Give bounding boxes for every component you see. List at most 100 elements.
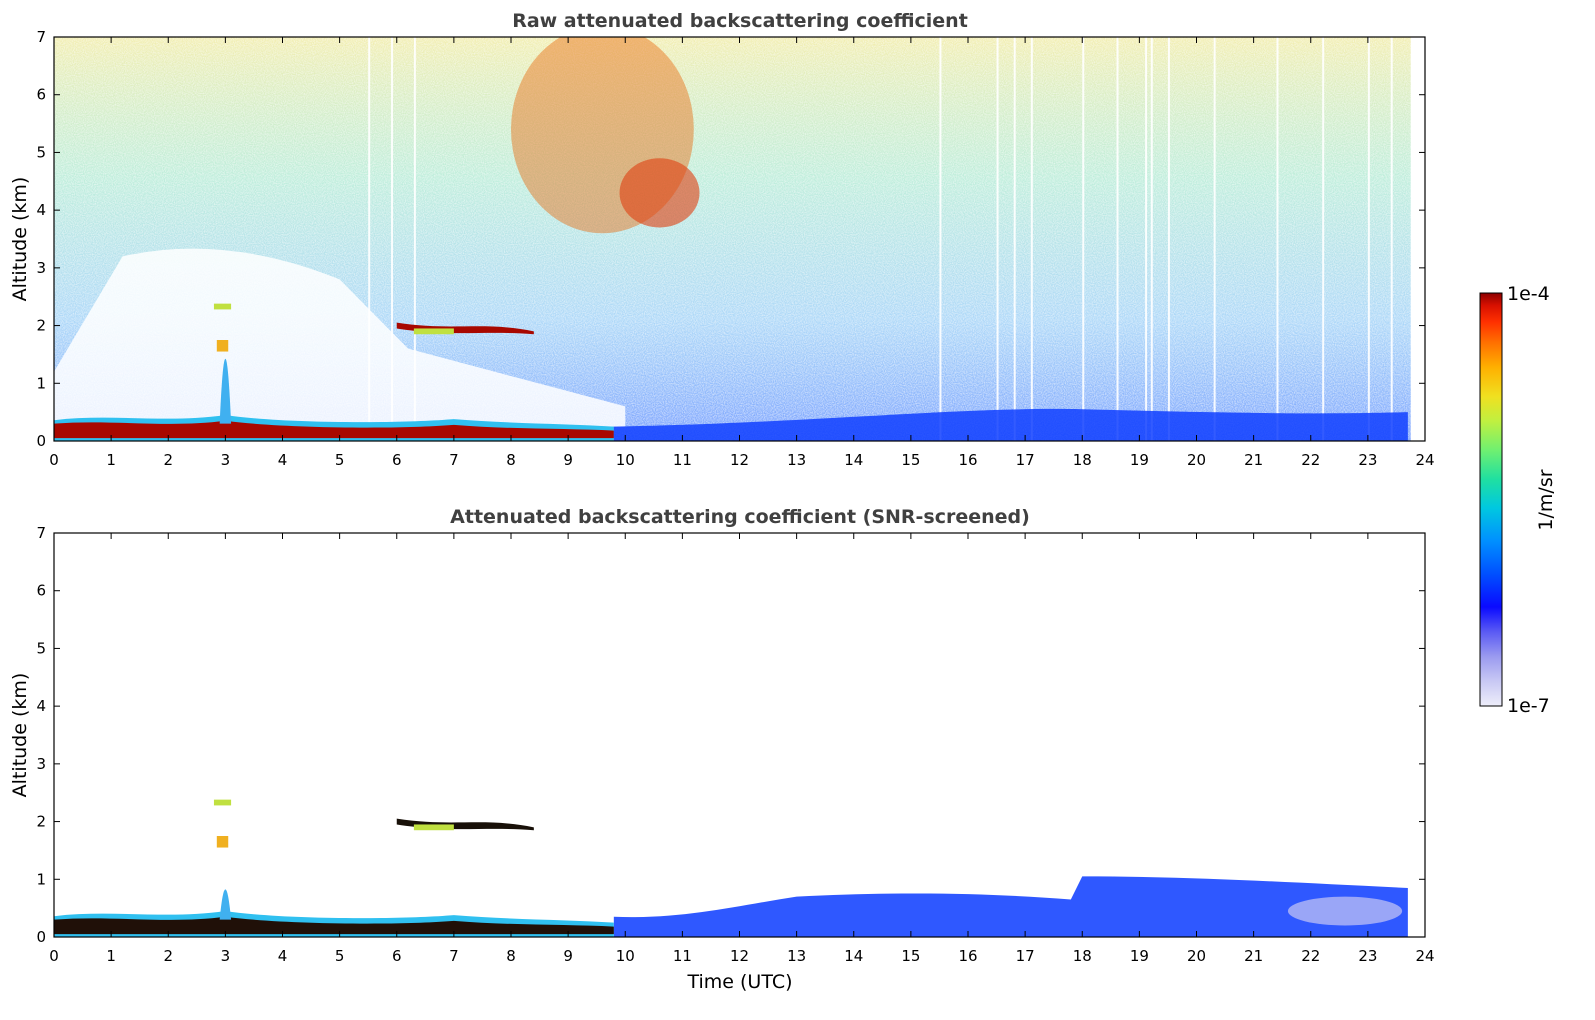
- x-tick-label: 5: [335, 947, 345, 965]
- y-tick-label: 3: [36, 259, 46, 277]
- x-tick-label: 3: [221, 947, 231, 965]
- x-tick-label: 8: [506, 947, 516, 965]
- x-tick-label: 1: [106, 451, 116, 469]
- smoke-plume: [219, 889, 232, 920]
- faint-region: [1287, 896, 1403, 926]
- data-gap: [1030, 37, 1033, 441]
- data-gap: [1116, 37, 1119, 441]
- x-tick-label: 10: [616, 451, 635, 469]
- x-tick-label: 23: [1358, 451, 1377, 469]
- x-tick-label: 0: [49, 947, 59, 965]
- cloud-edge: [413, 328, 454, 335]
- data-gap: [1150, 37, 1153, 441]
- bottom-axes-frame: [53, 532, 1426, 938]
- x-tick-label: 12: [730, 451, 749, 469]
- y-tick-label: 5: [36, 143, 46, 161]
- data-gap: [1013, 37, 1016, 441]
- plume-cap: [213, 303, 232, 310]
- data-gap: [1167, 37, 1170, 441]
- x-tick-label: 22: [1301, 947, 1320, 965]
- x-tick-label: 10: [616, 947, 635, 965]
- y-tick-label: 4: [36, 201, 46, 219]
- colorbar-gradient: [1479, 292, 1503, 707]
- data-gap: [1213, 37, 1216, 441]
- smoke-plume: [219, 358, 232, 424]
- x-tick-label: 20: [1187, 947, 1206, 965]
- x-tick-label: 15: [901, 451, 920, 469]
- x-tick-label: 17: [1016, 947, 1035, 965]
- x-tick-label: 4: [278, 451, 288, 469]
- data-gap: [368, 37, 371, 441]
- y-tick-label: 4: [36, 697, 46, 715]
- y-tick-label: 7: [36, 524, 46, 542]
- y-tick-label: 2: [36, 813, 46, 831]
- x-tick-label: 3: [221, 451, 231, 469]
- bottom-chart-title: Attenuated backscattering coefficient (S…: [450, 506, 1030, 528]
- x-tick-label: 21: [1244, 451, 1263, 469]
- x-tick-label: 19: [1130, 451, 1149, 469]
- bottom-y-axis-label: Altitude (km): [9, 673, 31, 798]
- x-axis-label: Time (UTC): [686, 971, 792, 993]
- x-tick-label: 5: [335, 451, 345, 469]
- data-gap: [1145, 37, 1148, 441]
- x-tick-label: 12: [730, 947, 749, 965]
- x-tick-label: 9: [563, 451, 573, 469]
- x-tick-label: 0: [49, 451, 59, 469]
- plume-core: [216, 836, 229, 848]
- top-y-axis-label: Altitude (km): [9, 177, 31, 302]
- y-tick-label: 5: [36, 639, 46, 657]
- y-tick-label: 0: [36, 928, 46, 946]
- x-tick-label: 13: [787, 451, 806, 469]
- x-tick-label: 8: [506, 451, 516, 469]
- x-tick-label: 21: [1244, 947, 1263, 965]
- y-tick-label: 2: [36, 317, 46, 335]
- x-tick-label: 6: [392, 451, 402, 469]
- colorbar-min-label: 1e-7: [1507, 695, 1550, 717]
- x-tick-label: 7: [449, 947, 459, 965]
- x-tick-label: 14: [844, 947, 863, 965]
- data-gap: [413, 37, 416, 441]
- x-tick-label: 1: [106, 947, 116, 965]
- y-tick-label: 0: [36, 432, 46, 450]
- y-tick-label: 6: [36, 86, 46, 104]
- x-tick-label: 16: [958, 947, 977, 965]
- x-tick-label: 7: [449, 451, 459, 469]
- aerosol-core: [619, 158, 700, 228]
- plume-core: [216, 340, 229, 352]
- x-tick-label: 2: [163, 451, 173, 469]
- x-tick-label: 17: [1016, 451, 1035, 469]
- y-tick-label: 1: [36, 870, 46, 888]
- x-tick-label: 14: [844, 451, 863, 469]
- x-tick-label: 6: [392, 947, 402, 965]
- colorbar-max-label: 1e-4: [1507, 283, 1550, 305]
- x-tick-label: 9: [563, 947, 573, 965]
- plume-cap: [213, 799, 232, 806]
- x-tick-label: 18: [1073, 947, 1092, 965]
- y-tick-label: 6: [36, 582, 46, 600]
- boundary-layer-band: [54, 916, 614, 935]
- screened-boundary-layer: [613, 876, 1408, 937]
- x-tick-label: 4: [278, 947, 288, 965]
- x-tick-label: 16: [958, 451, 977, 469]
- data-gap: [1367, 37, 1370, 441]
- x-tick-label: 15: [901, 947, 920, 965]
- x-tick-label: 18: [1073, 451, 1092, 469]
- x-tick-label: 22: [1301, 451, 1320, 469]
- data-gap: [1082, 37, 1085, 441]
- x-tick-label: 11: [673, 947, 692, 965]
- data-gap: [1390, 37, 1393, 441]
- x-tick-label: 2: [163, 947, 173, 965]
- x-tick-label: 24: [1415, 451, 1434, 469]
- data-gap: [939, 37, 942, 441]
- data-gap: [996, 37, 999, 441]
- x-tick-label: 11: [673, 451, 692, 469]
- top-heatmap: [54, 37, 1425, 441]
- y-tick-label: 1: [36, 374, 46, 392]
- colorbar: 1e-4 1e-7 1/m/sr: [1479, 283, 1557, 717]
- surface-layer: [613, 408, 1408, 441]
- colorbar-unit-label: 1/m/sr: [1535, 469, 1557, 530]
- bottom-heatmap: [54, 799, 1408, 937]
- y-tick-label: 7: [36, 28, 46, 46]
- boundary-layer-band: [54, 420, 614, 439]
- x-tick-label: 13: [787, 947, 806, 965]
